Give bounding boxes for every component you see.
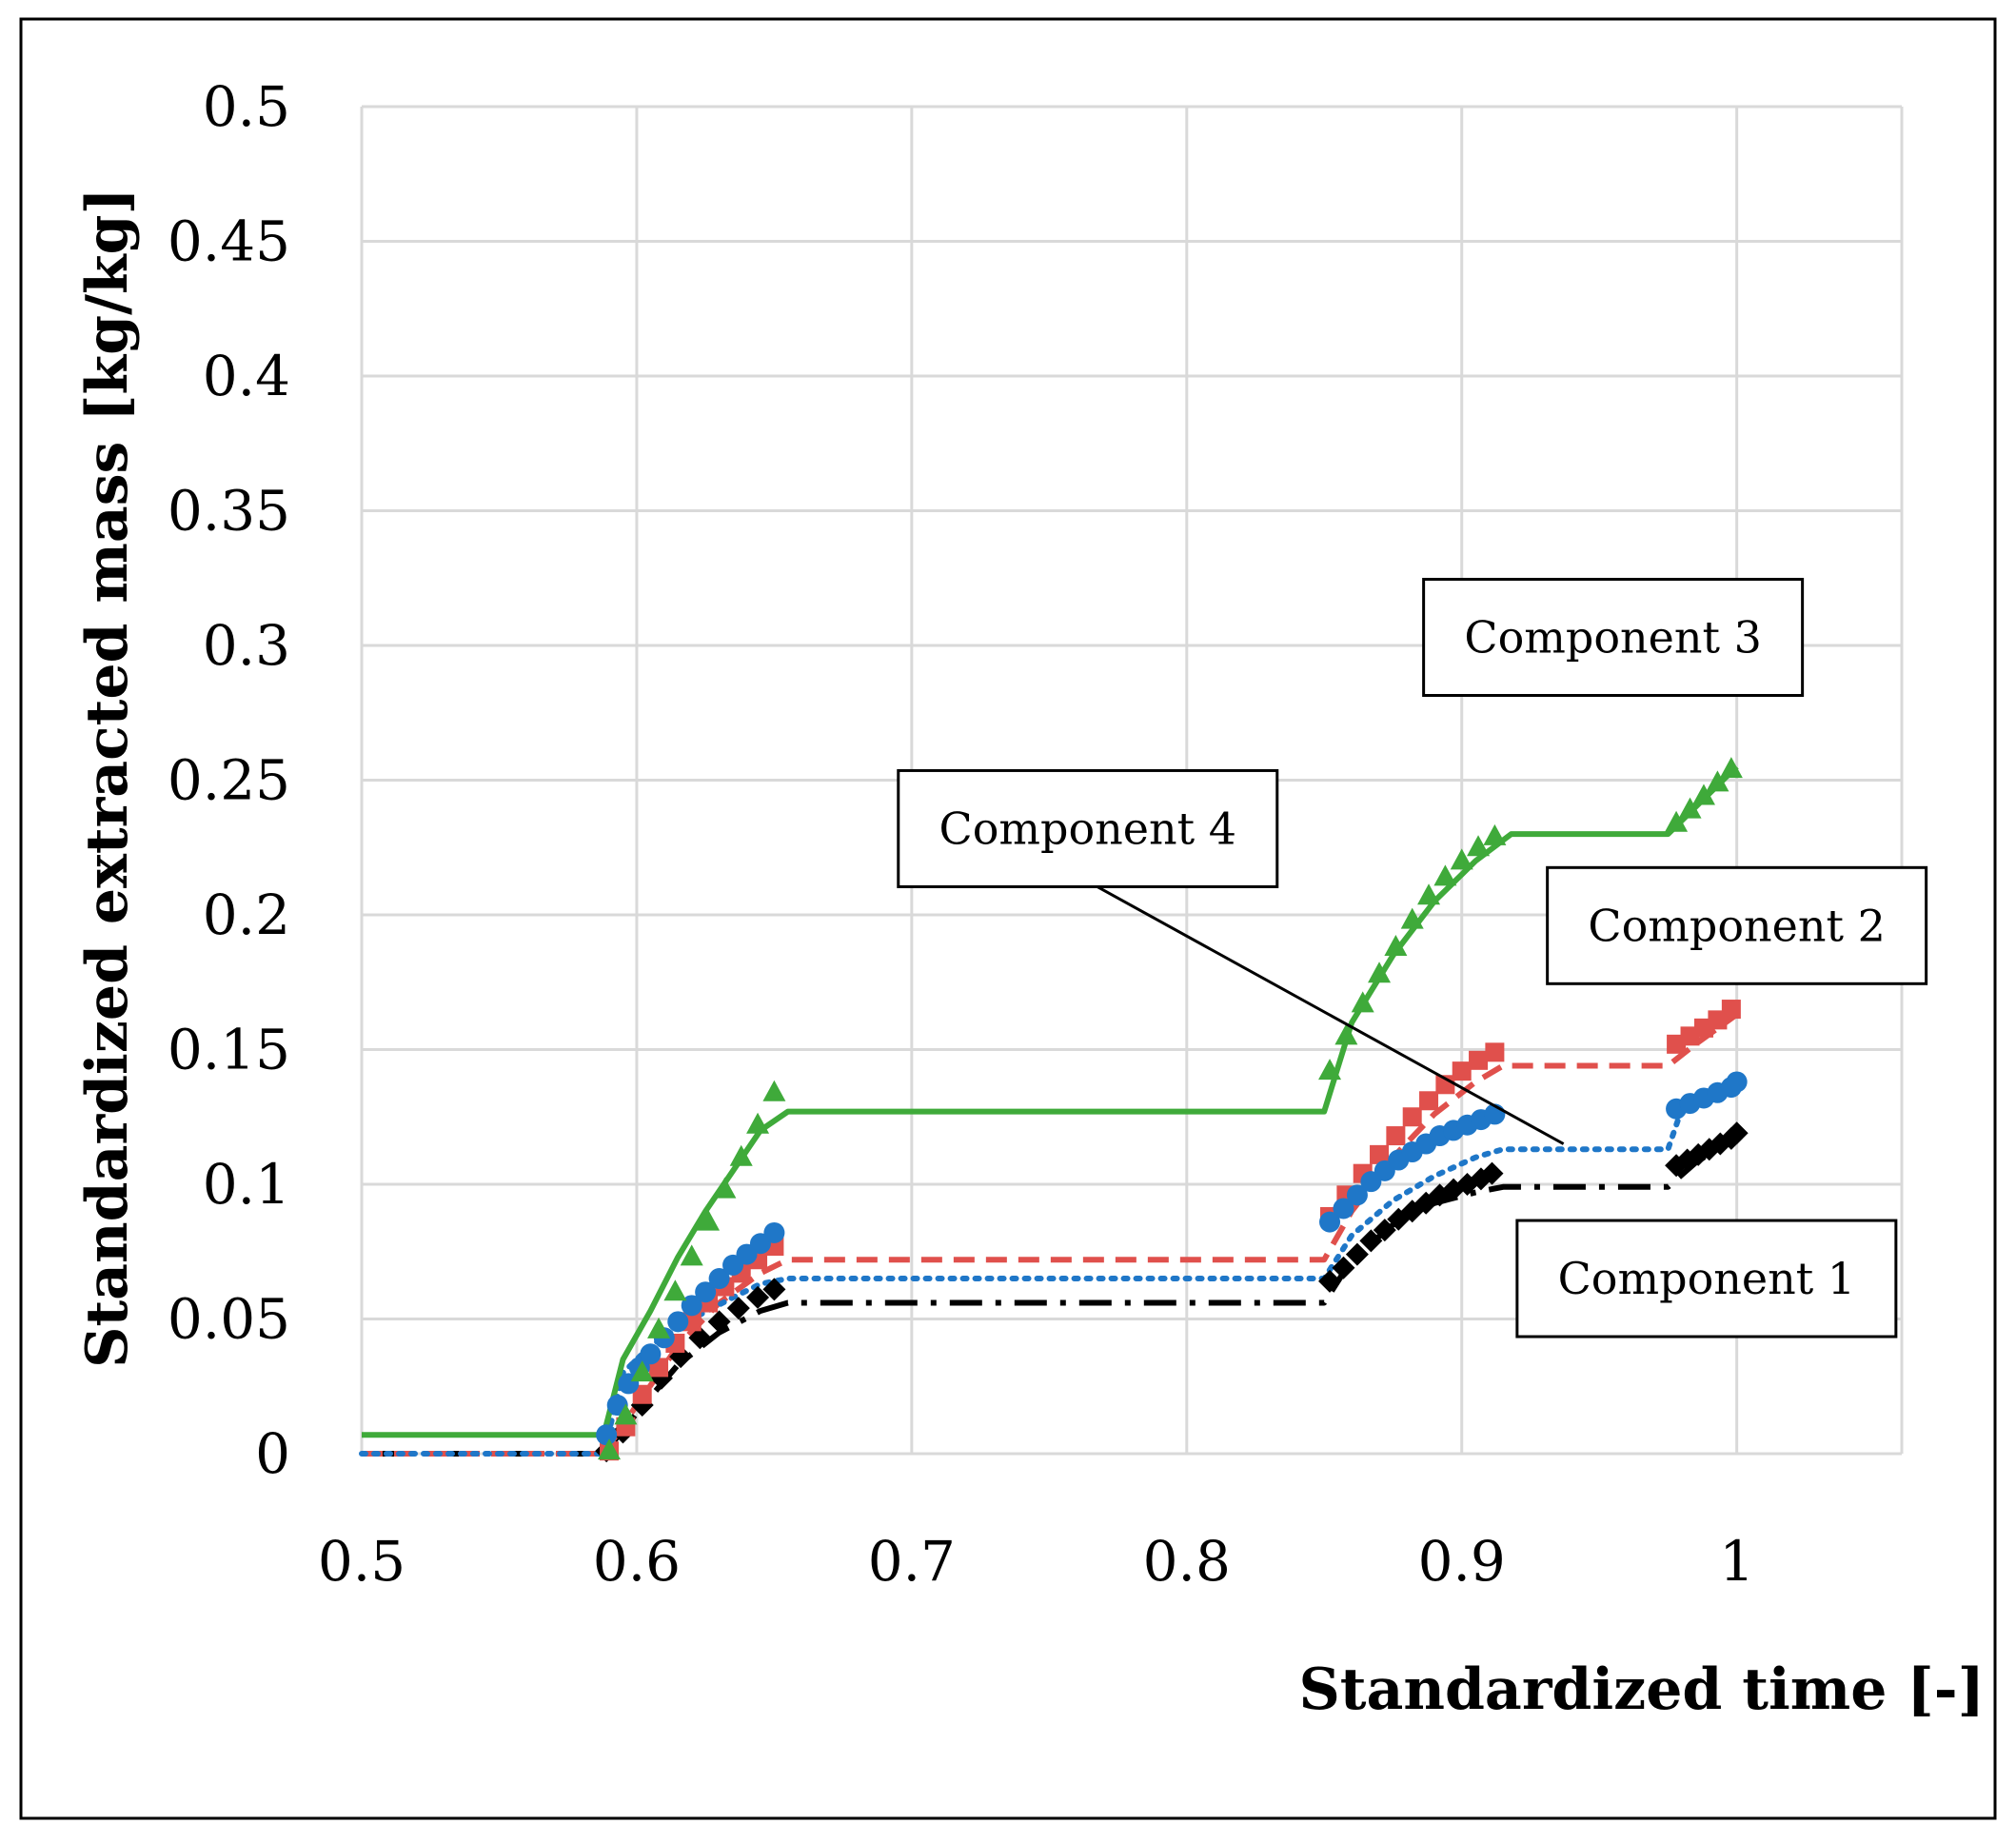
callout-line-component-4 [1097,885,1565,1145]
marker-component-3-data [680,1244,703,1266]
marker-component-3-data [697,1209,721,1231]
marker-component-3-data [1400,907,1424,929]
marker-component-4-data [1333,1198,1354,1219]
marker-component-1-data [746,1285,770,1309]
y-tick-label: 0.25 [168,748,290,813]
marker-component-2-data [1386,1126,1406,1146]
marker-component-2-data [1452,1061,1472,1081]
marker-component-1-data [1359,1229,1383,1253]
y-tick-label: 0.2 [203,882,290,947]
annotation-label-component-1: Component 1 [1558,1253,1856,1304]
marker-component-3-data [1450,848,1473,870]
x-tick-label: 0.9 [1418,1529,1506,1594]
y-tick-label: 0.5 [203,74,290,139]
marker-component-3-data [1467,835,1491,857]
marker-component-4-data [596,1424,618,1446]
marker-component-4-data [640,1343,662,1365]
marker-component-3-data [1719,757,1743,779]
x-axis-title: Standardized time [-] [1298,1656,1985,1723]
y-tick-label: 0.3 [203,613,290,678]
marker-component-4-data [695,1281,717,1303]
marker-component-3-data [1433,864,1457,886]
annotation-box-component-3 [1422,578,1805,698]
marker-component-2-data [1419,1091,1439,1111]
marker-component-3-data [630,1360,654,1382]
marker-component-3-data [1334,1023,1358,1045]
marker-component-1-data [707,1310,731,1334]
marker-component-3-data [1678,797,1702,819]
marker-component-1-data [1373,1219,1396,1242]
marker-component-2-data [1485,1042,1505,1062]
marker-component-3-data [647,1317,671,1338]
x-tick-label: 1 [1719,1529,1754,1594]
marker-component-3-data [746,1112,770,1134]
annotation-box-component-4 [897,768,1279,888]
annotation-layer: Component 3 Component 4 Component 2 Compone… [897,578,1928,1338]
marker-component-4-data [1726,1071,1748,1093]
y-tick-label: 0 [255,1421,290,1486]
marker-component-4-data [708,1268,730,1290]
marker-component-3-data [1417,883,1441,905]
marker-component-1-data [726,1297,750,1320]
marker-component-2-data [1370,1144,1390,1164]
annotation-label-component-2: Component 2 [1588,900,1886,951]
marker-component-3-data [1706,770,1729,792]
marker-component-3-data [663,1279,687,1301]
marker-component-3-data [1665,810,1689,832]
marker-component-3-data [614,1403,638,1425]
marker-component-1-data [688,1326,712,1350]
marker-component-3-data [762,1080,786,1101]
marker-component-3-data [1384,934,1408,956]
annotation-box-component-1 [1515,1219,1898,1338]
marker-component-1-data [1480,1161,1504,1185]
x-tick-label: 0.8 [1143,1529,1231,1594]
series-layer [359,757,1749,1463]
marker-component-1-data [762,1278,786,1301]
y-tick-label: 0.1 [203,1152,290,1217]
marker-component-3-data [1318,1059,1342,1081]
annotation-label-component-4: Component 4 [939,803,1237,854]
marker-component-4-data [1346,1184,1368,1206]
y-tick-label: 0.4 [203,344,290,408]
y-axis-title: Standardized extracted mass [kg/kg] [74,188,141,1368]
marker-component-4-data [763,1221,785,1243]
marker-component-4-data [681,1295,702,1317]
y-tick-label: 0.45 [168,209,290,274]
marker-component-1-data [1345,1242,1369,1266]
marker-component-3-data [1351,991,1374,1013]
marker-component-4-data [667,1311,689,1333]
x-tick-label: 0.7 [868,1529,956,1594]
y-tick-label: 0.15 [168,1018,290,1082]
marker-component-3-data [713,1177,737,1199]
marker-component-1-data [1725,1121,1749,1145]
marker-component-4-data [1319,1211,1341,1233]
marker-component-2-data [1721,1000,1741,1020]
annotation-label-component-3: Component 3 [1464,612,1762,664]
marker-component-3-data [598,1438,622,1460]
marker-component-3-data [1691,783,1715,805]
marker-component-3-data [1368,962,1392,983]
marker-component-2-data [632,1384,652,1404]
marker-component-2-data [1402,1107,1422,1127]
x-tick-label: 0.5 [318,1529,405,1594]
marker-component-2-data [1469,1050,1489,1070]
y-tick-label: 0.05 [168,1287,290,1352]
series-line-component-3-model [362,764,1739,1438]
marker-component-3-data [729,1144,753,1166]
marker-component-1-data [1318,1269,1342,1293]
axis-layer: Standardized time [-] Standardized extra… [74,74,1985,1723]
marker-component-1-data [1332,1256,1355,1279]
annotation-box-component-2 [1546,865,1928,985]
marker-component-3-data [1483,823,1507,845]
x-tick-label: 0.6 [593,1529,681,1594]
y-tick-label: 0.35 [168,479,290,544]
